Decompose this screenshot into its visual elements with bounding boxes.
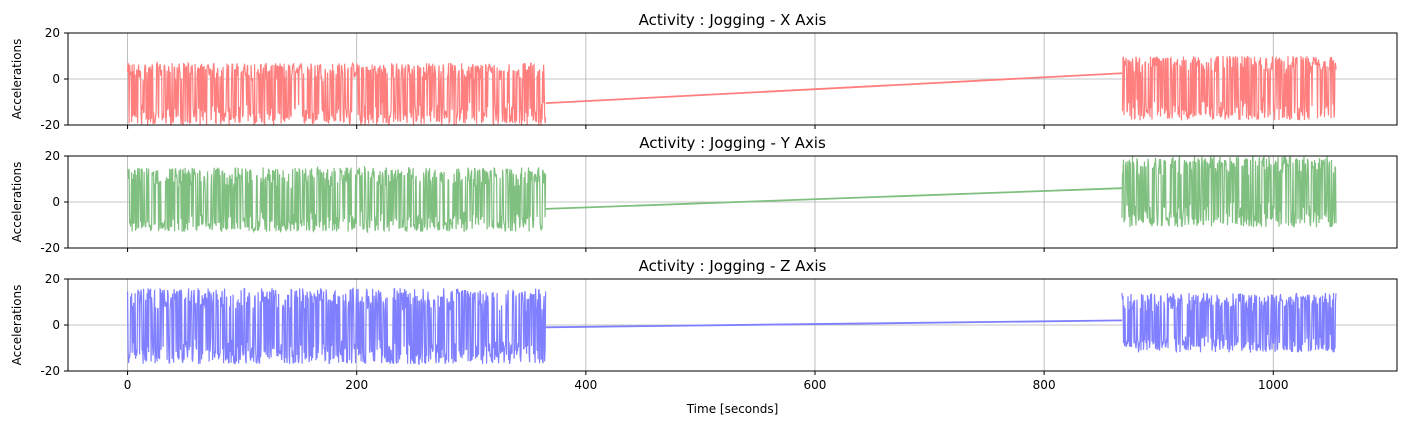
series-signal — [127, 287, 1337, 366]
series-signal — [127, 55, 1337, 125]
panels: -20 0 20 Activity : Jogging - X Axis Acceler… — [10, 11, 1398, 416]
signal-segment-2 — [1121, 55, 1337, 121]
x-tick-label-800: 800 — [1033, 378, 1056, 392]
y-tick-label--20: -20 — [40, 241, 60, 255]
chart-title: Activity : Jogging - X Axis — [639, 11, 827, 29]
x-axis-label: Time [seconds] — [686, 402, 779, 416]
y-axis-label: Accelerations — [10, 162, 24, 243]
x-tick-label-600: 600 — [804, 378, 827, 392]
chart-title: Activity : Jogging - Z Axis — [639, 257, 827, 275]
y-tick-label--20: -20 — [40, 118, 60, 132]
y-tick-label-20: 20 — [45, 272, 60, 286]
x-tick-label-200: 200 — [345, 378, 368, 392]
panel-1: -20 0 20 Activity : Jogging - X Axis Acceler… — [10, 11, 1398, 132]
x-tick-label-1000: 1000 — [1258, 378, 1289, 392]
panel-2: -20 0 20 Activity : Jogging - Y Axis Acceler… — [10, 134, 1398, 255]
x-tick-label-0: 0 — [124, 378, 132, 392]
y-tick-label-0: 0 — [52, 72, 60, 86]
x-tick-label-400: 400 — [574, 378, 597, 392]
chart-title: Activity : Jogging - Y Axis — [639, 134, 826, 152]
y-tick-label-0: 0 — [52, 195, 60, 209]
y-axis-label: Accelerations — [10, 39, 24, 120]
series-signal — [127, 156, 1337, 235]
signal-segment-1 — [127, 287, 547, 366]
signal-segment-1 — [127, 165, 547, 235]
signal-segment-1 — [127, 60, 547, 125]
y-tick-label-20: 20 — [45, 26, 60, 40]
signal-connector — [545, 72, 1123, 105]
y-axis-label: Accelerations — [10, 285, 24, 366]
y-tick-label-20: 20 — [45, 149, 60, 163]
signal-connector — [545, 187, 1123, 210]
signal-segment-2 — [1121, 292, 1337, 354]
signal-connector — [545, 319, 1123, 329]
y-tick-label-0: 0 — [52, 318, 60, 332]
y-tick-label--20: -20 — [40, 364, 60, 378]
signal-segment-2 — [1121, 156, 1337, 228]
